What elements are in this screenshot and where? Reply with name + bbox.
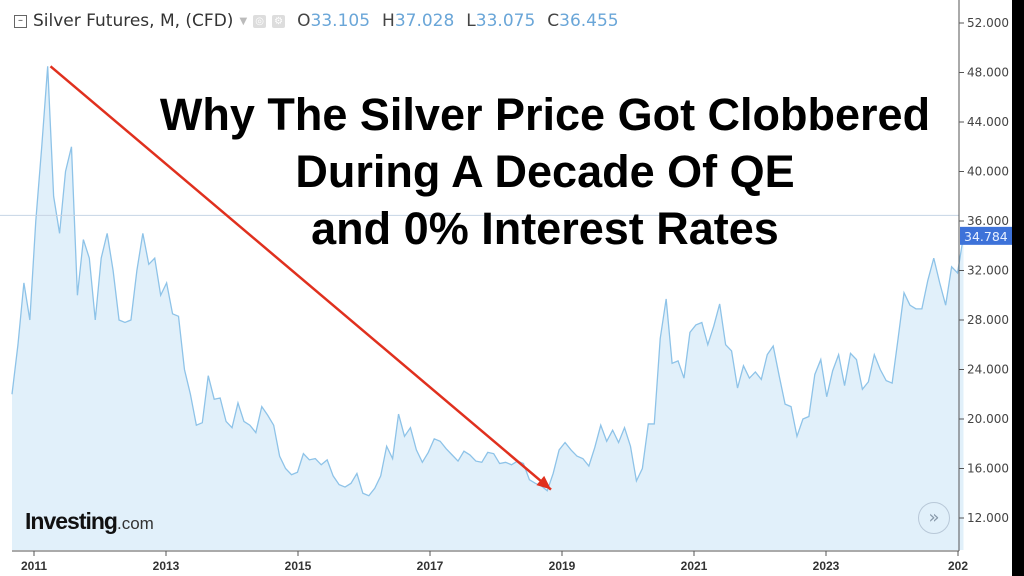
chart-header: – Silver Futures, M, (CFD) ▼ ◎ ⚙ O33.105… xyxy=(14,11,619,31)
arrow-head xyxy=(536,475,551,490)
high-label: H xyxy=(382,11,395,31)
logo-suffix: .com xyxy=(116,514,154,533)
trend-arrow xyxy=(49,65,552,491)
x-tick-label: 2011 xyxy=(21,559,47,573)
y-tick-label: 44.000 xyxy=(967,115,1009,129)
y-tick-label: 28.000 xyxy=(967,313,1009,327)
title-line: Why The Silver Price Got Clobbered xyxy=(159,89,931,140)
y-tick-label: 32.000 xyxy=(967,264,1009,278)
y-tick-label: 12.000 xyxy=(967,511,1009,525)
low-value: 33.075 xyxy=(475,11,536,31)
dropdown-caret-icon[interactable]: ▼ xyxy=(239,15,248,27)
price-area xyxy=(12,66,964,550)
x-tick-label: 2017 xyxy=(417,559,444,573)
y-tick-label: 40.000 xyxy=(967,165,1009,179)
y-tick-label: 48.000 xyxy=(967,66,1009,80)
x-tick-label: 2019 xyxy=(549,559,576,573)
close-value: 36.455 xyxy=(559,11,619,31)
scroll-forward-button[interactable]: » xyxy=(918,502,950,534)
high-value: 37.028 xyxy=(394,11,455,31)
x-tick-label: 2021 xyxy=(681,559,708,573)
investing-logo: Investing.com xyxy=(25,508,154,535)
x-tick-label: 2023 xyxy=(813,559,840,573)
y-tick-label: 16.000 xyxy=(967,462,1009,476)
overlay-title: Why The Silver Price Got Clobbered Durin… xyxy=(100,86,990,257)
title-line: and 0% Interest Rates xyxy=(311,203,779,254)
low-label: L xyxy=(466,11,476,31)
y-tick-label: 52.000 xyxy=(967,16,1009,30)
y-tick-label: 24.000 xyxy=(967,363,1009,377)
symbol-name[interactable]: Silver Futures, M, (CFD) xyxy=(33,11,234,31)
x-tick-label: 2015 xyxy=(285,559,312,573)
visibility-icon[interactable]: ◎ xyxy=(253,14,267,28)
x-tick-label: 2013 xyxy=(153,559,180,573)
close-label: C xyxy=(547,11,560,31)
y-tick-label: 20.000 xyxy=(967,412,1009,426)
logo-main: Investing xyxy=(25,508,118,534)
last-price-label: 34.784 xyxy=(964,229,1008,244)
open-value: 33.105 xyxy=(310,11,371,31)
title-line: During A Decade Of QE xyxy=(295,146,795,197)
gear-icon[interactable]: ⚙ xyxy=(272,14,286,28)
y-tick-label: 36.000 xyxy=(967,214,1009,228)
price-line xyxy=(11,66,965,497)
open-label: O xyxy=(297,11,311,31)
x-tick-label: 202 xyxy=(948,559,968,573)
x-axis-bg xyxy=(0,552,1012,576)
last-price-badge xyxy=(960,226,1012,245)
collapse-icon[interactable]: – xyxy=(14,14,27,28)
